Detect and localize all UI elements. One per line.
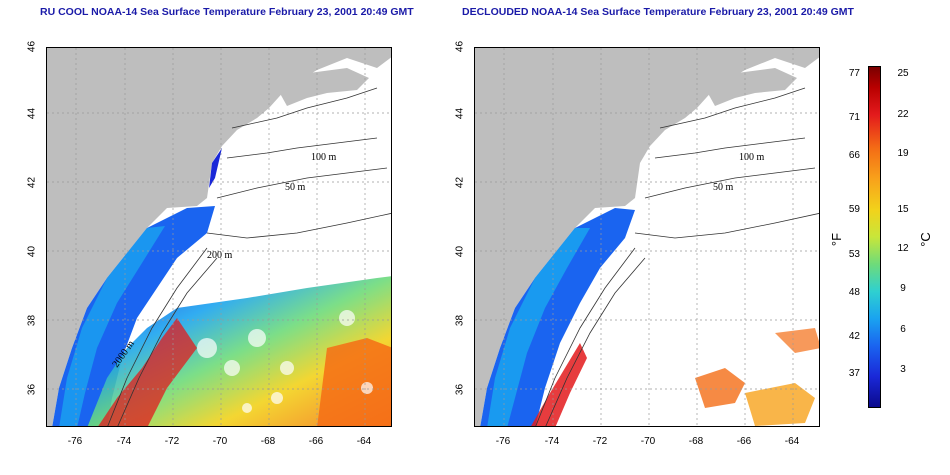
nova-scotia — [277, 68, 369, 106]
contour-label-3: 200 m — [207, 250, 233, 261]
right-lon-tick-66: -66 — [736, 436, 752, 447]
celsius-unit-label: °C — [917, 232, 933, 247]
cb-c-22: 22 — [897, 109, 909, 120]
gulf-stream-right — [531, 343, 587, 426]
right-lon-tick-74: -74 — [544, 436, 560, 447]
cb-f-59: 59 — [848, 204, 860, 215]
right-lat-tick-36: 36 — [454, 383, 466, 396]
cb-f-53: 53 — [848, 249, 860, 260]
warm-patches-right-2 — [745, 383, 815, 426]
right-sst-map: 100 m 50 m — [474, 47, 820, 427]
cb-c-25: 25 — [897, 68, 909, 79]
left-lon-tick-64: -64 — [356, 436, 372, 447]
cb-f-37: 37 — [848, 368, 860, 379]
left-lon-tick-74: -74 — [116, 436, 132, 447]
right-map-canvas: 100 m 50 m — [475, 48, 819, 426]
cb-c-3: 3 — [900, 364, 906, 375]
cb-f-48: 48 — [848, 287, 860, 298]
right-lat-tick-44: 44 — [454, 107, 466, 120]
contour-label-6: 50 m — [713, 182, 734, 193]
land-mass-right — [475, 48, 819, 426]
contour-label-2: 50 m — [285, 182, 306, 193]
cb-c-19: 19 — [897, 148, 909, 159]
land-mass — [47, 48, 391, 426]
right-lon-tick-64: -64 — [784, 436, 800, 447]
left-lat-tick-44: 44 — [26, 107, 38, 120]
cb-c-9: 9 — [900, 283, 906, 294]
right-lat-tick-40: 40 — [454, 245, 466, 258]
gulf-of-maine-cold — [209, 148, 222, 188]
left-lon-tick-70: -70 — [212, 436, 228, 447]
coastal-inner-right — [487, 228, 590, 426]
left-lon-tick-68: -68 — [260, 436, 276, 447]
cb-c-12: 12 — [897, 243, 909, 254]
right-lat-tick-38: 38 — [454, 314, 466, 327]
left-sst-map: 100 m 50 m 200 m 2000 m — [46, 47, 392, 427]
coastal-cold-water-inner — [59, 226, 165, 426]
temperature-colorbar — [868, 66, 881, 408]
right-lat-tick-42: 42 — [454, 176, 466, 189]
right-lat-tick-46: 46 — [454, 40, 466, 53]
contour-label-5: 100 m — [739, 152, 765, 163]
fahrenheit-unit-label: °F — [829, 232, 845, 247]
coastal-cold-water — [52, 206, 215, 426]
cb-f-77: 77 — [848, 68, 860, 79]
cb-c-6: 6 — [900, 324, 906, 335]
warm-patches-right-3 — [775, 328, 819, 353]
contour-label-1: 100 m — [311, 152, 337, 163]
left-map-title: RU COOL NOAA-14 Sea Surface Temperature … — [40, 6, 414, 18]
left-lat-tick-38: 38 — [26, 314, 38, 327]
right-lon-tick-70: -70 — [640, 436, 656, 447]
cb-f-71: 71 — [848, 112, 860, 123]
left-lat-tick-40: 40 — [26, 245, 38, 258]
right-map-title: DECLOUDED NOAA-14 Sea Surface Temperatur… — [462, 6, 854, 18]
left-lon-tick-72: -72 — [164, 436, 180, 447]
gulf-stream — [98, 318, 197, 426]
cb-f-66: 66 — [848, 150, 860, 161]
left-lon-tick-66: -66 — [308, 436, 324, 447]
right-lon-tick-72: -72 — [592, 436, 608, 447]
warm-core-ring — [317, 338, 391, 426]
right-lon-tick-68: -68 — [688, 436, 704, 447]
left-lat-tick-42: 42 — [26, 176, 38, 189]
cb-c-15: 15 — [897, 204, 909, 215]
left-lat-tick-36: 36 — [26, 383, 38, 396]
left-lat-tick-46: 46 — [26, 40, 38, 53]
nova-scotia-right — [705, 68, 797, 106]
warm-patches-right — [695, 368, 745, 408]
right-lon-tick-76: -76 — [495, 436, 511, 447]
cb-f-42: 42 — [848, 331, 860, 342]
left-lon-tick-76: -76 — [67, 436, 83, 447]
left-map-canvas: 100 m 50 m 200 m 2000 m — [47, 48, 391, 426]
